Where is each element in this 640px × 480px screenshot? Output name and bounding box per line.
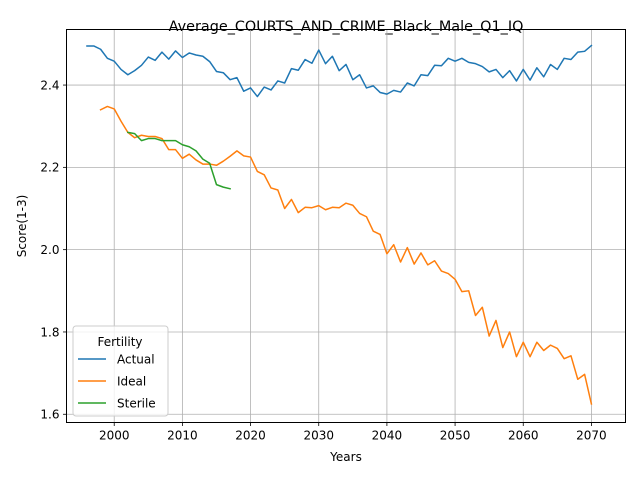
y-tick-label: 1.6 [40, 408, 59, 422]
x-tick-label: 2050 [440, 429, 471, 443]
series-line-actual [86, 44, 593, 98]
legend-title: Fertility [97, 335, 142, 349]
x-tick-label: 2030 [303, 429, 334, 443]
legend-label-actual: Actual [117, 352, 155, 366]
series-line-sterile [126, 131, 232, 190]
y-axis-label: Score(1-3) [15, 195, 29, 258]
y-axis-ticks: 1.6 1.8 2.0 2.2 2.4 [40, 78, 67, 422]
x-tick-label: 2060 [508, 429, 539, 443]
x-tick-label: 2000 [99, 429, 130, 443]
y-tick-label: 2.0 [40, 243, 59, 257]
legend-label-sterile: Sterile [117, 396, 156, 410]
plot-frame [66, 29, 626, 423]
chart-title: Average_COURTS_AND_CRIME_Black_Male_Q1_I… [169, 19, 524, 35]
series-lines [86, 44, 593, 405]
y-tick-label: 1.8 [40, 325, 59, 339]
x-tick-label: 2040 [372, 429, 403, 443]
x-axis-label: Years [329, 450, 362, 464]
legend-frame [72, 325, 169, 417]
series-line-ideal [99, 105, 593, 405]
x-tick-label: 2020 [235, 429, 266, 443]
x-tick-label: 2010 [167, 429, 198, 443]
y-tick-label: 2.2 [40, 161, 59, 175]
legend-label-ideal: Ideal [117, 374, 146, 388]
x-axis-ticks: 2000 2010 2020 2030 2040 2050 2060 2070 [99, 422, 607, 443]
y-tick-label: 2.4 [40, 78, 59, 92]
x-tick-label: 2070 [576, 429, 607, 443]
legend: Fertility Actual Ideal Sterile [72, 325, 169, 417]
